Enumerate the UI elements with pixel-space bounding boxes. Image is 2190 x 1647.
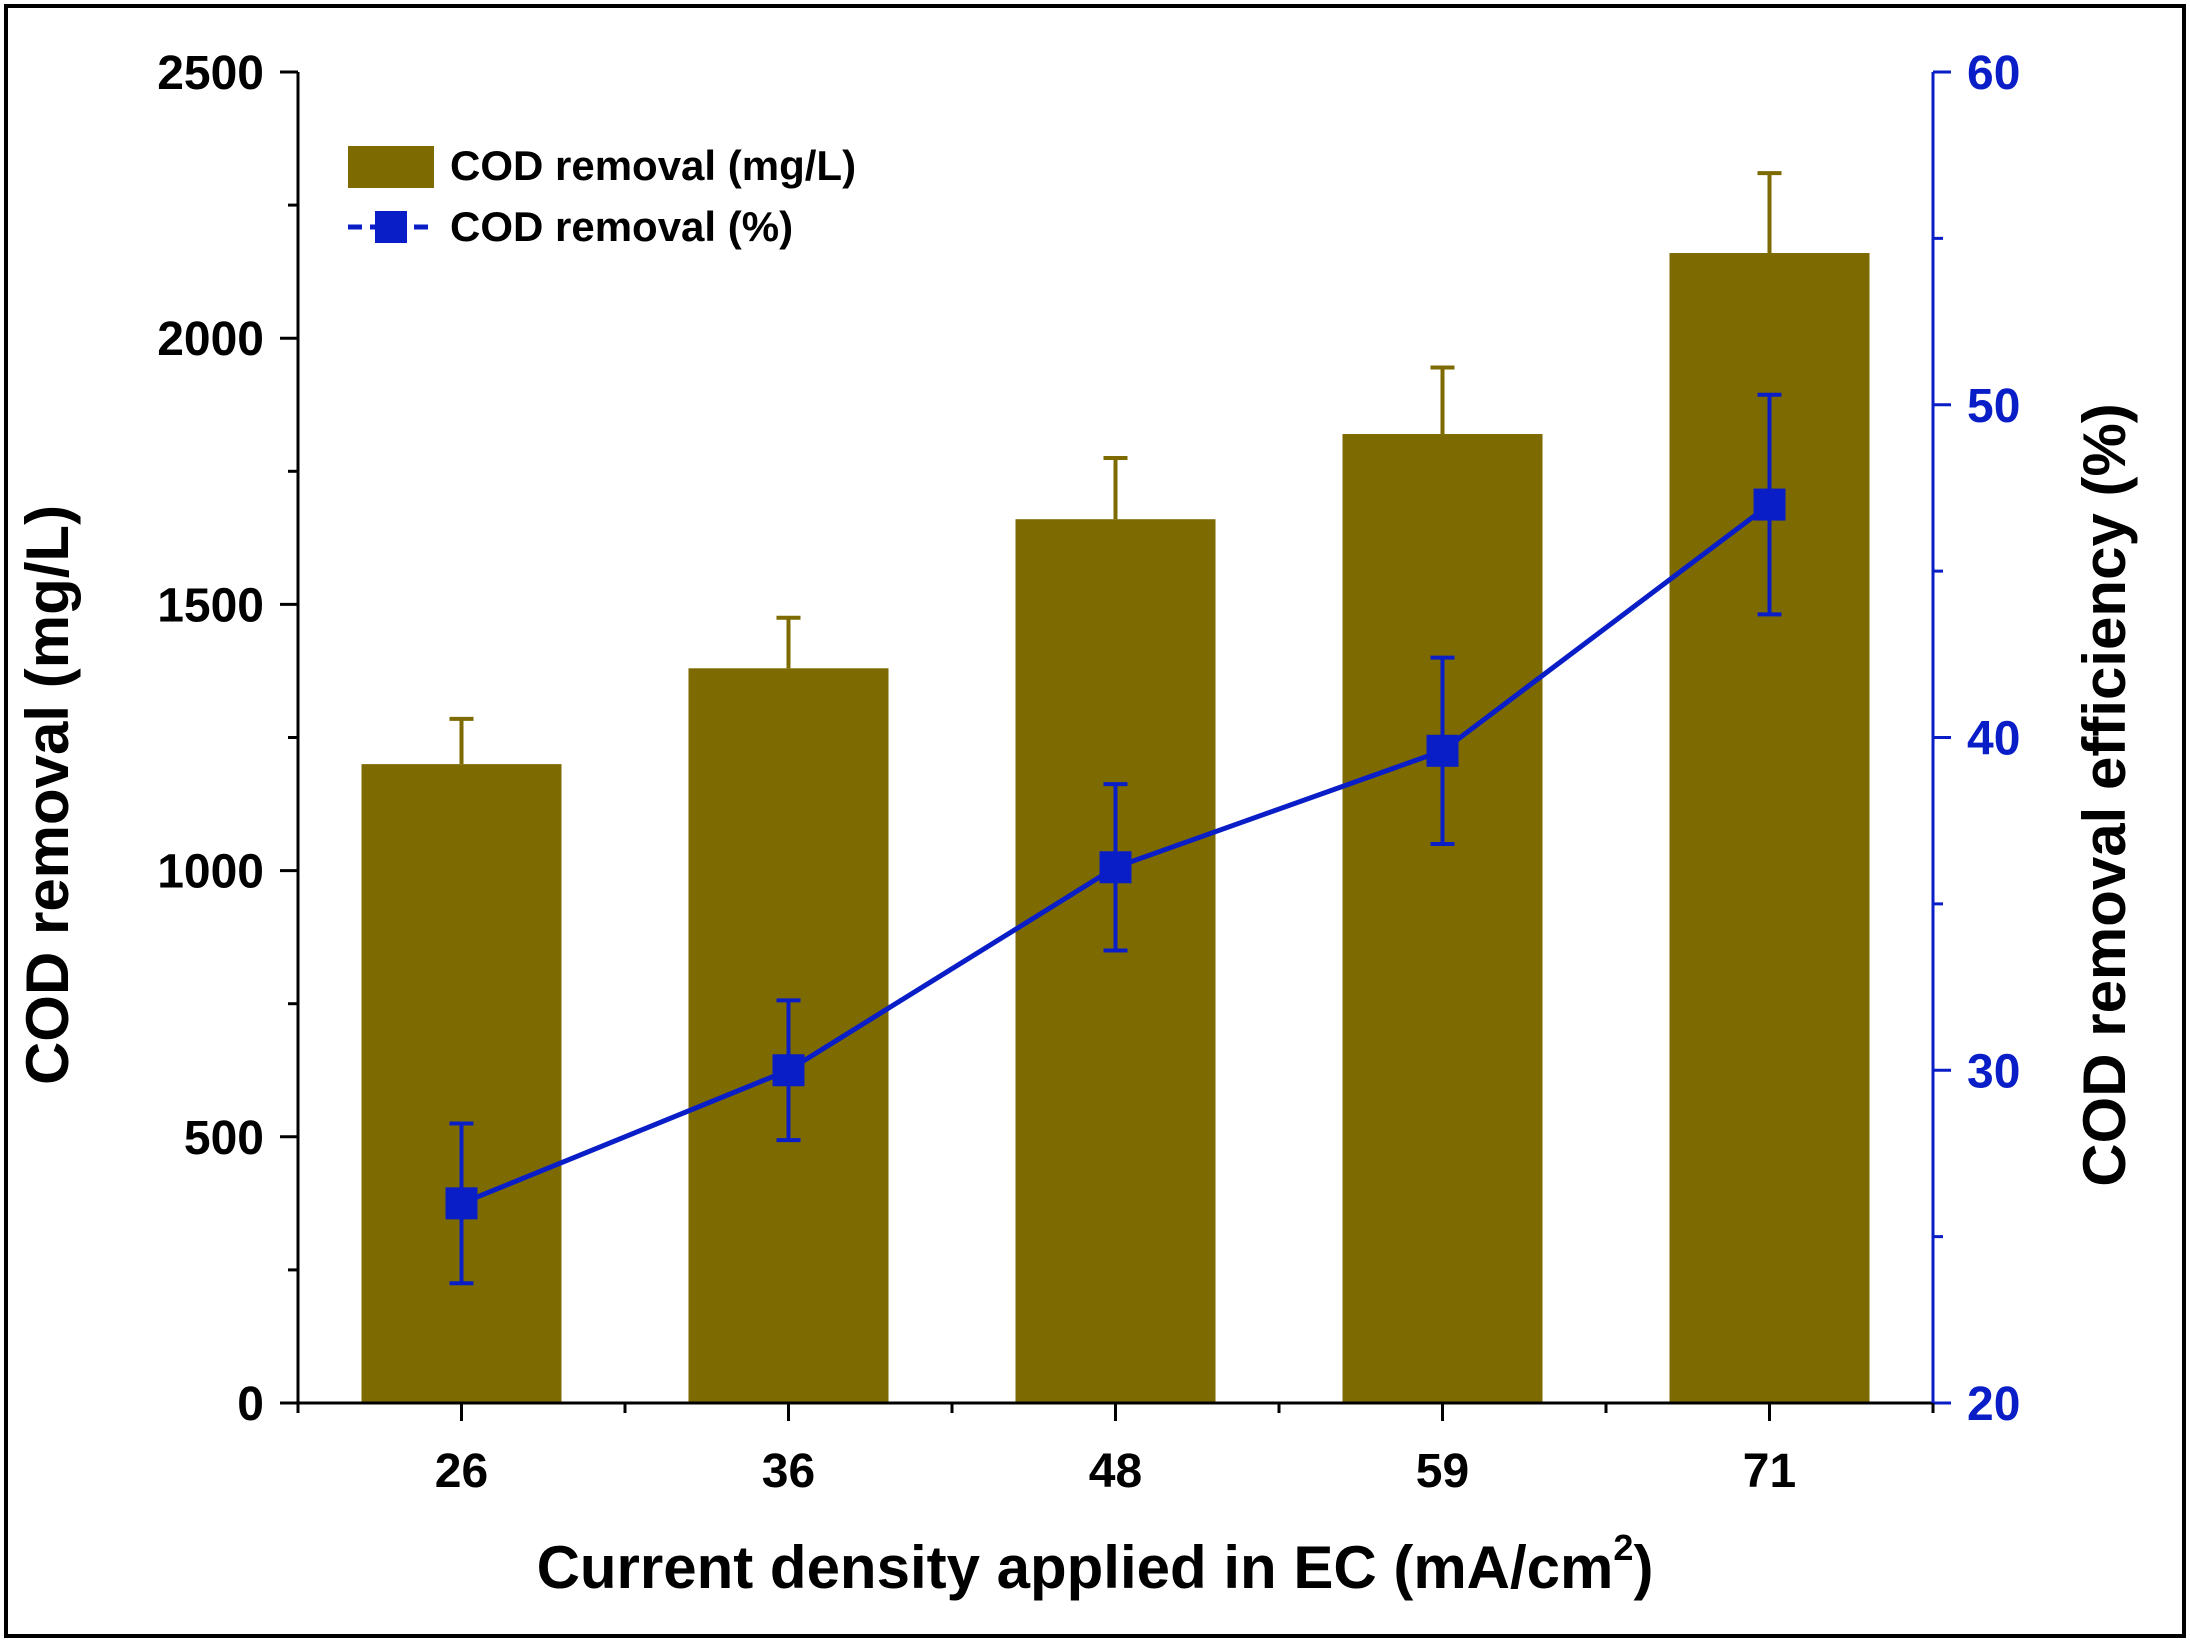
x-tick-label-59: 59 <box>1416 1445 1469 1498</box>
bar-48 <box>1015 519 1216 1403</box>
x-axis-title-close: ) <box>1633 1534 1653 1601</box>
x-tick-label-48: 48 <box>1089 1445 1142 1498</box>
x-tick-label-71: 71 <box>1743 1445 1796 1498</box>
y2-tick-label-40: 40 <box>1967 713 2020 766</box>
x-axis-title-main: Current density applied in EC (mA/cm <box>537 1534 1614 1601</box>
y2-tick-label-30: 30 <box>1967 1045 2020 1098</box>
point-marker-48 <box>1099 851 1132 884</box>
bar-59 <box>1342 434 1543 1404</box>
y-tick-label-500: 500 <box>184 1112 264 1165</box>
bar-26 <box>361 764 562 1403</box>
bar-errors-layer <box>449 171 1782 765</box>
y-tick-label-1500: 1500 <box>157 579 264 632</box>
y-axis-title: COD removal (mg/L) <box>14 505 81 1085</box>
y-tick-label-2000: 2000 <box>157 313 264 366</box>
figure-frame <box>4 4 2186 1638</box>
x-axis-title: Current density applied in EC (mA/cm2) <box>537 1527 1654 1601</box>
legend-label-line: COD removal (%) <box>450 203 793 250</box>
ticks-layer: 0 500 1000 1500 2000 2500 20 30 40 50 60 26 36 48 59 71 <box>157 47 2020 1498</box>
x-axis-title-superscript: 2 <box>1613 1527 1633 1568</box>
legend: COD removal (mg/L) COD removal (%) <box>348 142 856 250</box>
x-tick-label-36: 36 <box>762 1445 815 1498</box>
point-marker-36 <box>772 1054 805 1087</box>
y2-tick-label-60: 60 <box>1967 47 2020 100</box>
legend-swatch-marker <box>375 211 407 243</box>
point-marker-59 <box>1426 734 1459 767</box>
y2-tick-label-20: 20 <box>1967 1378 2020 1431</box>
y-tick-label-2500: 2500 <box>157 47 264 100</box>
legend-swatch-bar <box>348 146 434 188</box>
point-marker-26 <box>445 1187 478 1220</box>
y-tick-label-1000: 1000 <box>157 846 264 899</box>
legend-label-bar: COD removal (mg/L) <box>450 142 856 189</box>
bars-layer <box>361 253 1870 1404</box>
y-tick-label-0: 0 <box>237 1378 264 1431</box>
y2-axis-title: COD removal efficiency (%) <box>2071 403 2138 1187</box>
y2-tick-label-50: 50 <box>1967 380 2020 433</box>
point-marker-71 <box>1753 488 1786 521</box>
x-tick-label-26: 26 <box>435 1445 488 1498</box>
line-series-layer <box>445 392 1786 1286</box>
